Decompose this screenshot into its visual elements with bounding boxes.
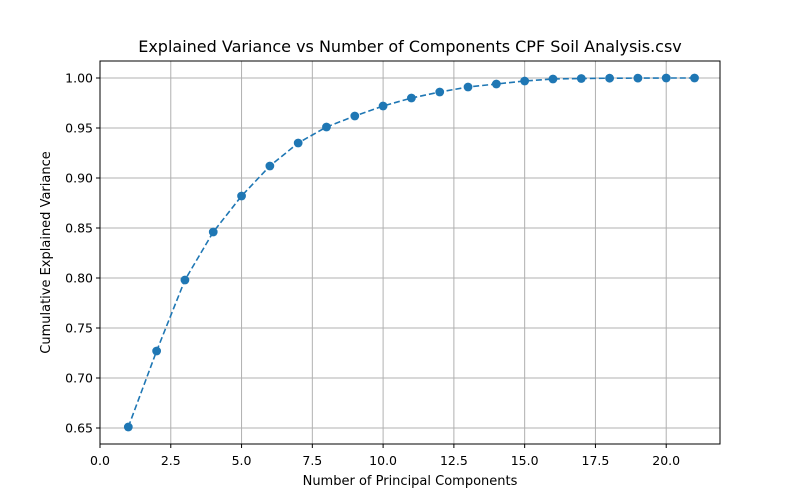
y-tick-label: 0.65 (65, 421, 93, 436)
data-point (633, 73, 643, 83)
y-tick-label: 0.90 (65, 171, 93, 186)
data-point (690, 73, 699, 83)
data-point (378, 101, 388, 111)
series-line (127, 77, 695, 428)
x-tick-label: 20.0 (652, 453, 680, 468)
data-point (661, 73, 671, 83)
x-tick-label: 2.5 (161, 453, 181, 468)
data-point (322, 122, 331, 132)
x-tick-label: 12.5 (440, 453, 468, 468)
data-point (180, 275, 190, 285)
data-point (350, 111, 360, 121)
data-point (123, 422, 133, 432)
data-point (293, 138, 303, 148)
x-tick-label: 5.0 (232, 453, 252, 468)
y-tick-label: 0.85 (65, 221, 93, 236)
data-point (576, 74, 586, 83)
axis-ticks: 0.0 2.5 5.0 7.5 10.0 12.5 15.0 17.5 20.0 0.65 0.70… (65, 71, 680, 469)
x-tick-label: 7.5 (302, 453, 322, 468)
x-tick-label: 10.0 (369, 453, 397, 468)
x-tick-label: 17.5 (582, 453, 610, 468)
data-point (265, 161, 275, 171)
data-point (435, 87, 445, 97)
plot-area-frame (99, 60, 721, 445)
data-point (463, 82, 473, 92)
data-point (548, 74, 558, 84)
x-tick-label: 0.0 (90, 453, 110, 468)
y-tick-label: 0.80 (65, 271, 93, 286)
data-point (520, 76, 530, 86)
x-axis-label: Number of Principal Components (303, 474, 518, 489)
y-tick-label: 1.00 (65, 71, 93, 86)
data-point (491, 79, 501, 89)
chart-title: Explained Variance vs Number of Componen… (138, 37, 682, 56)
y-tick-label: 0.70 (65, 371, 93, 386)
series (123, 73, 699, 432)
y-tick-label: 0.95 (65, 121, 93, 136)
data-point (605, 73, 614, 83)
data-point (208, 227, 218, 237)
y-axis-label: Cumulative Explained Variance (39, 151, 54, 353)
data-point (152, 346, 162, 356)
data-point (407, 93, 416, 103)
x-tick-label: 15.0 (511, 453, 539, 468)
data-point (237, 191, 246, 201)
grid (99, 61, 720, 444)
y-tick-label: 0.75 (65, 321, 93, 336)
